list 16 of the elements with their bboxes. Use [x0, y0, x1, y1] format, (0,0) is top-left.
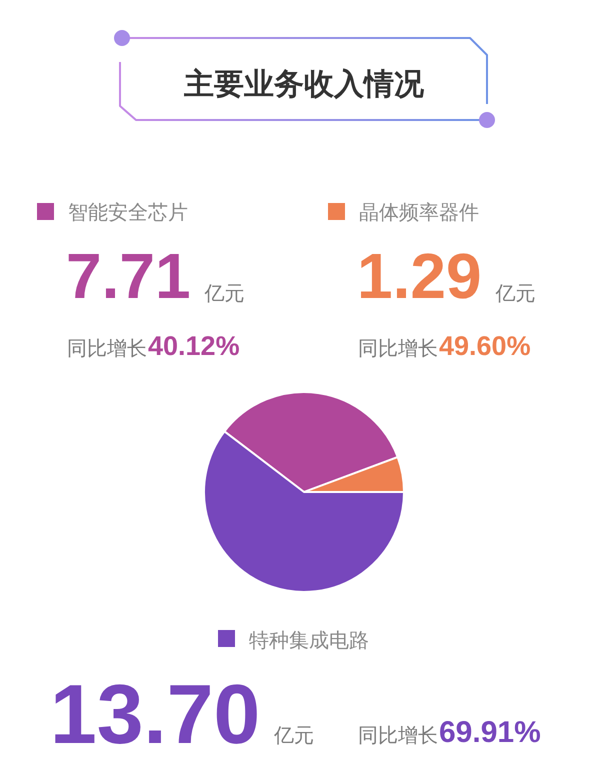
- legend-label: 特种集成电路: [249, 630, 369, 652]
- text: 49.60%: [439, 331, 531, 361]
- text: 同比增长: [358, 338, 438, 360]
- chart-title: 主要业务收入情况: [183, 67, 425, 101]
- data-label: 1.29: [357, 240, 482, 312]
- text: 同比增长: [358, 725, 438, 747]
- data-label: 13.70: [50, 667, 260, 761]
- text: 69.91%: [439, 716, 541, 749]
- text: 亿元: [204, 283, 245, 305]
- legend-label: 智能安全芯片: [68, 202, 188, 224]
- text: 亿元: [494, 283, 536, 305]
- text: 亿元: [273, 725, 314, 747]
- data-label: 7.71: [66, 240, 191, 312]
- legend-label: 晶体频率器件: [359, 202, 479, 224]
- text: 同比增长: [67, 338, 147, 360]
- text: 40.12%: [148, 331, 240, 361]
